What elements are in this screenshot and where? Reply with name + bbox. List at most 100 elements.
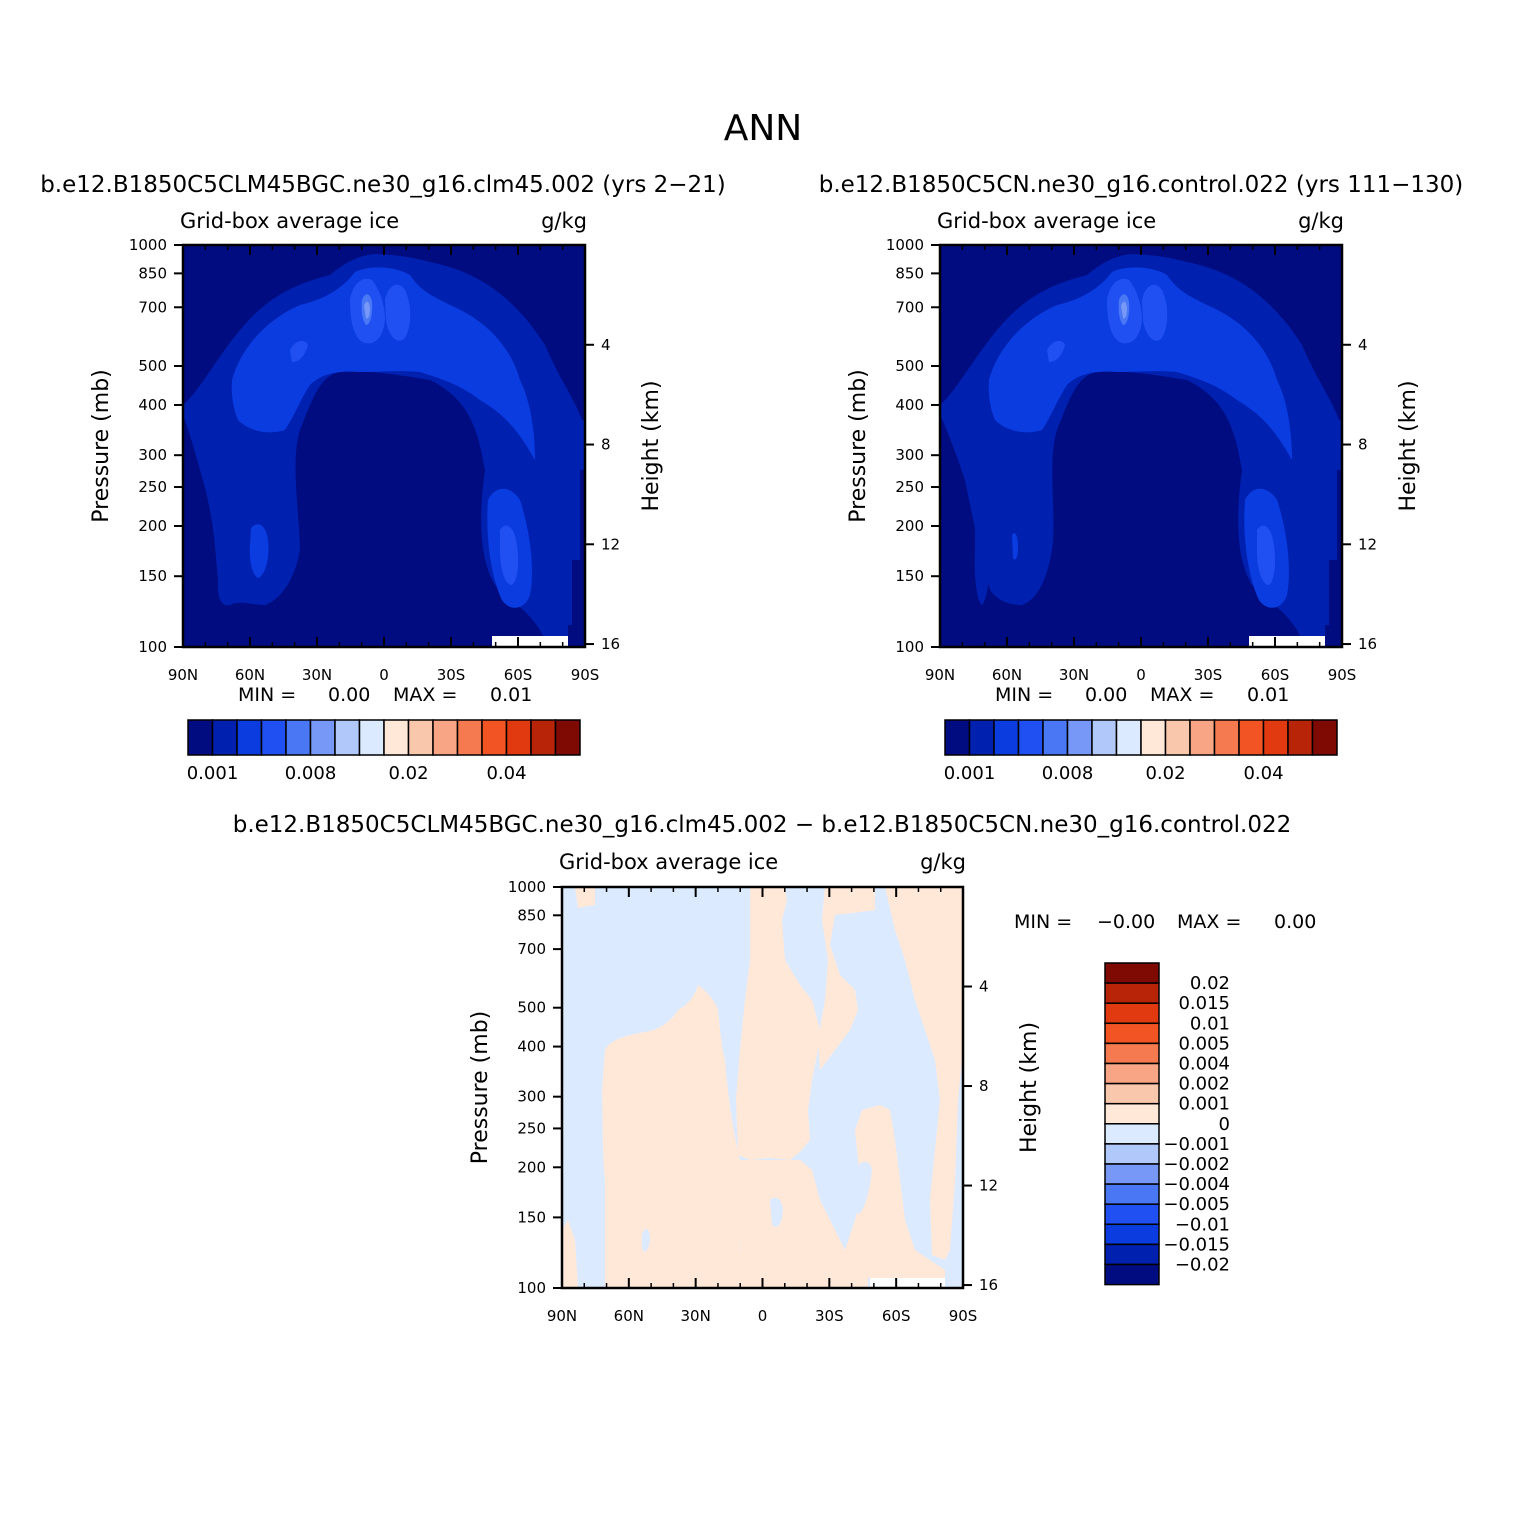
colorbar-swatch (1042, 719, 1069, 756)
colorbar-swatch (993, 719, 1020, 756)
colorbar-swatch (1104, 1243, 1160, 1266)
y-axis-right-label: Height (km) (639, 380, 664, 511)
y-tick-label: 200 (895, 517, 924, 535)
x-tick-label: 60S (1261, 666, 1290, 684)
colorbar-swatch (1104, 1022, 1160, 1045)
colorbar-label: 0.02 (388, 763, 428, 784)
y-tick-label: 100 (138, 638, 167, 656)
y-tick-label: 500 (517, 999, 546, 1017)
y-tick-label: 400 (138, 396, 167, 414)
colorbar-label: 0.008 (285, 763, 337, 784)
colorbar-swatch (1091, 719, 1118, 756)
panel-1-title: b.e12.B1850C5CLM45BGC.ne30_g16.clm45.002… (40, 172, 726, 198)
y-tick-right-label: 4 (601, 336, 611, 354)
y-tick-right-label: 4 (979, 978, 989, 996)
y-tick-label: 100 (517, 1279, 546, 1297)
colorbar-label: 0 (1219, 1114, 1230, 1135)
colorbar-swatch (383, 719, 410, 756)
y-tick-label: 400 (517, 1038, 546, 1056)
y-tick-label: 300 (138, 446, 167, 464)
colorbar-swatch (211, 719, 238, 756)
panel-1-min-label: MIN = (238, 684, 296, 706)
colorbar-swatch (407, 719, 434, 756)
colorbar-label: 0.02 (1145, 763, 1185, 784)
colorbar-label: 0.001 (187, 763, 239, 784)
contour-level-2c (249, 524, 269, 578)
colorbar-swatch (309, 719, 336, 756)
contour-level-5 (1121, 301, 1127, 319)
contour-level-5 (364, 301, 370, 319)
positive-region-central-upper-right (818, 887, 875, 1070)
page-title: ANN (724, 108, 803, 149)
y-tick-label: 850 (138, 264, 167, 282)
colorbar-swatch (1164, 719, 1191, 756)
y-axis-label: Pressure (mb) (468, 1011, 493, 1165)
panel-3-subtitle-left: Grid-box average ice (559, 850, 778, 874)
colorbar-swatch (1115, 719, 1142, 756)
x-tick-label: 30S (1194, 666, 1223, 684)
contour-level-2 (988, 267, 1292, 460)
colorbar-swatch (1104, 962, 1160, 984)
colorbar-label: 0.004 (1178, 1054, 1230, 1075)
panel-2-contour-field (940, 245, 1342, 647)
y-tick-label: 150 (517, 1208, 546, 1226)
y-tick-label: 850 (895, 264, 924, 282)
colorbar-label: −0.004 (1163, 1174, 1230, 1195)
colorbar-swatch (1104, 982, 1160, 1004)
x-tick-label: 0 (1136, 666, 1146, 684)
colorbar-swatch (1238, 719, 1265, 756)
positive-region-topleft (575, 887, 595, 908)
y-tick-right-label: 8 (601, 436, 611, 454)
panel-3-contour-field (562, 887, 963, 1288)
positive-region-right (885, 887, 963, 1260)
negative-patch-3 (770, 1197, 783, 1227)
panel-3-min-value: −0.00 (1097, 911, 1155, 933)
colorbar-swatch (1104, 1163, 1160, 1185)
y-tick-label: 500 (138, 357, 167, 375)
colorbar-swatch (1104, 1263, 1160, 1286)
y-tick-label: 200 (138, 517, 167, 535)
y-tick-label: 100 (895, 638, 924, 656)
colorbar-label: 0.02 (1190, 973, 1230, 994)
x-tick-label: 30S (815, 1307, 844, 1325)
y-tick-label: 700 (895, 298, 924, 316)
y-tick-label: 150 (895, 567, 924, 585)
panel-2-title: b.e12.B1850C5CN.ne30_g16.control.022 (yr… (819, 172, 1464, 198)
y-tick-right-label: 16 (979, 1276, 998, 1294)
colorbar-swatch (432, 719, 459, 756)
panel-3-max-value: 0.00 (1274, 911, 1316, 933)
colorbar-swatch (285, 719, 312, 756)
panel-2-min-value: 0.00 (1085, 684, 1127, 706)
panel-1: b.e12.B1850C5CLM45BGC.ne30_g16.clm45.002… (40, 172, 726, 784)
y-axis-right-label: Height (km) (1017, 1022, 1042, 1153)
panel-3-subtitle-right: g/kg (920, 850, 966, 874)
x-tick-label: 90S (571, 666, 600, 684)
y-tick-label: 850 (517, 906, 546, 924)
contour-level-3c (500, 525, 519, 585)
positive-region-lower-center (740, 1105, 945, 1288)
colorbar-swatch (187, 719, 214, 756)
colorbar-swatch (944, 719, 971, 756)
x-tick-label: 60N (992, 666, 1022, 684)
colorbar-swatch (1104, 1223, 1160, 1246)
y-tick-label: 700 (138, 298, 167, 316)
colorbar-label: 0.001 (1178, 1094, 1230, 1115)
x-tick-label: 90S (1328, 666, 1357, 684)
x-tick-label: 30N (302, 666, 332, 684)
colorbar-swatch (968, 719, 995, 756)
x-tick-label: 90N (547, 1307, 577, 1325)
colorbar-swatch (1104, 1143, 1160, 1165)
colorbar-swatch (1066, 719, 1093, 756)
colorbar-label: 0.04 (1243, 763, 1283, 784)
colorbar-label: −0.005 (1163, 1194, 1230, 1215)
y-tick-right-label: 12 (979, 1177, 998, 1195)
contour-level-3d (290, 340, 308, 362)
panel-1-max-label: MAX = (393, 684, 457, 706)
y-tick-label: 250 (517, 1119, 546, 1137)
y-axis-label: Pressure (mb) (846, 369, 871, 523)
x-tick-label: 30N (1059, 666, 1089, 684)
y-tick-label: 700 (517, 940, 546, 958)
panel-2-subtitle-left: Grid-box average ice (937, 209, 1156, 233)
colorbar-swatch (260, 719, 287, 756)
y-tick-label: 150 (138, 567, 167, 585)
